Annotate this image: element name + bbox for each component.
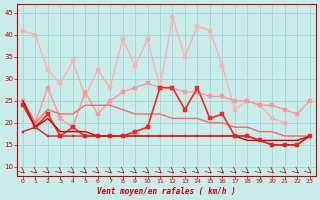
X-axis label: Vent moyen/en rafales ( km/h ): Vent moyen/en rafales ( km/h ): [97, 187, 236, 196]
